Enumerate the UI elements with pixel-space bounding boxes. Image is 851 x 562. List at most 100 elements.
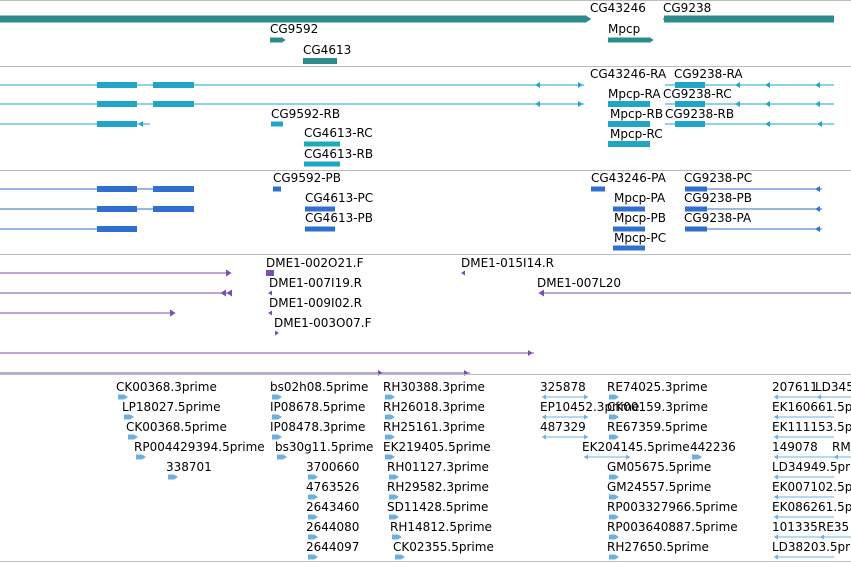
strand-arrow-left[interactable] [774,514,778,520]
strand-arrow-right[interactable] [615,414,619,420]
est-block[interactable] [136,454,142,460]
feature-label[interactable]: Mpcp [608,22,641,36]
feature-label[interactable]: GM24557.5prime [607,480,712,494]
feature-label[interactable]: CG4613 [303,43,352,57]
cds-block[interactable] [685,206,707,212]
gene-strand-arrow[interactable] [585,15,592,23]
est-block[interactable] [609,534,615,540]
feature-label[interactable]: 101335 [772,520,818,534]
strand-arrow-right[interactable] [615,514,619,520]
strand-arrow-right[interactable] [626,454,630,460]
feature-label[interactable]: 4763526 [306,480,360,494]
strand-arrow-left[interactable] [774,414,778,420]
strand-arrow-left[interactable] [774,554,778,560]
strand-arrow-left[interactable] [735,82,740,88]
exon-block[interactable] [304,161,340,167]
strand-arrow-right[interactable] [314,534,318,540]
strand-arrow-right[interactable] [314,554,318,560]
strand-arrow-right[interactable] [615,474,619,480]
feature-label[interactable]: EK007102.5p [772,480,851,494]
feature-label[interactable]: RP003640887.5prime [607,520,738,534]
est-block[interactable] [385,454,391,460]
feature-label[interactable]: GM05675.5prime [607,460,712,474]
clone-block[interactable] [266,270,274,276]
feature-label[interactable]: DME1-003O07.F [274,316,372,330]
feature-label[interactable]: Mpcp-PC [614,231,667,245]
cds-block[interactable] [685,226,707,232]
cds-block[interactable] [613,245,645,251]
feature-label[interactable]: 338701 [166,460,212,474]
exon-block[interactable] [304,141,340,147]
strand-arrow-right[interactable] [314,514,318,520]
feature-label[interactable]: CG9238-PA [684,211,752,225]
strand-arrow-right[interactable] [278,394,282,400]
est-block[interactable] [389,514,395,520]
feature-label[interactable]: 487329 [540,420,586,434]
gene-glyph[interactable] [270,37,282,43]
feature-label[interactable]: EP10452.3prime [540,400,640,414]
strand-arrow-left[interactable] [817,121,822,127]
est-block[interactable] [308,554,314,560]
feature-label[interactable]: DME1-015I14.R [461,256,555,270]
feature-label[interactable]: RH27650.5prime [607,540,709,554]
strand-arrow-left[interactable] [735,101,740,107]
feature-label[interactable]: CG43246-RA [590,67,667,81]
feature-label[interactable]: CK02355.5prime [393,540,494,554]
feature-label[interactable]: RH14812.5prime [390,520,492,534]
feature-label[interactable]: 2644080 [306,520,360,534]
est-block[interactable] [609,434,615,440]
est-block[interactable] [277,454,283,460]
feature-label[interactable]: DME1-007I19.R [269,276,363,290]
strand-arrow-right[interactable] [283,454,287,460]
strand-arrow-left[interactable] [817,394,821,400]
strand-arrow-right[interactable] [395,514,399,520]
strand-arrow-right[interactable] [615,534,619,540]
cds-block[interactable] [97,186,137,192]
strand-arrow-left[interactable] [815,186,820,192]
est-block[interactable] [385,394,391,400]
feature-label[interactable]: CG9238-PB [684,191,753,205]
feature-label[interactable]: CG9238-RC [663,87,732,101]
strand-arrow-left[interactable] [268,310,272,316]
strand-arrow-left[interactable] [542,414,546,420]
est-block[interactable] [609,414,615,420]
est-block[interactable] [118,394,124,400]
feature-label[interactable]: RP004429394.5prime [134,440,265,454]
feature-label[interactable]: 149078 [772,440,818,454]
cds-block[interactable] [153,206,194,212]
feature-label[interactable]: Mpcp-RC [610,127,663,141]
strand-arrow-right[interactable] [391,454,395,460]
feature-label[interactable]: RE67359.5prime [607,420,708,434]
feature-label[interactable]: RH25161.3prime [383,420,485,434]
feature-label[interactable]: Mpcp-RA [608,87,661,101]
feature-label[interactable]: CK00368.3prime [116,380,217,394]
feature-label[interactable]: CG9238-RB [665,107,735,121]
feature-label[interactable]: RM0 [832,440,851,454]
exon-block[interactable] [675,121,705,127]
est-block[interactable] [308,494,314,500]
feature-label[interactable]: Mpcp-PB [614,211,666,225]
feature-label[interactable]: RE35 [818,520,850,534]
strand-arrow-right[interactable] [615,494,619,500]
est-block[interactable] [272,434,278,440]
exon-block[interactable] [153,101,194,107]
strand-arrow-left[interactable] [268,290,272,296]
feature-label[interactable]: bs02h08.5prime [270,380,369,394]
feature-label[interactable]: CK00368.5prime [126,420,227,434]
exon-block[interactable] [271,121,283,127]
strand-arrow-left[interactable] [765,101,770,107]
strand-arrow-right[interactable] [281,37,286,43]
strand-arrow-left[interactable] [815,82,820,88]
strand-arrow-left[interactable] [815,226,820,232]
gene-glyph[interactable] [608,37,650,43]
feature-label[interactable]: CG9592-PB [273,171,342,185]
strand-arrow-left[interactable] [815,101,820,107]
est-block[interactable] [392,534,398,540]
feature-label[interactable]: EK111153.5p [772,420,851,434]
gene-glyph[interactable] [664,15,834,23]
strand-arrow-left[interactable] [774,434,778,440]
feature-label[interactable]: CG43246 [590,1,646,15]
est-block[interactable] [609,554,615,560]
strand-arrow-left[interactable] [461,270,465,276]
strand-arrow-right[interactable] [275,330,279,336]
